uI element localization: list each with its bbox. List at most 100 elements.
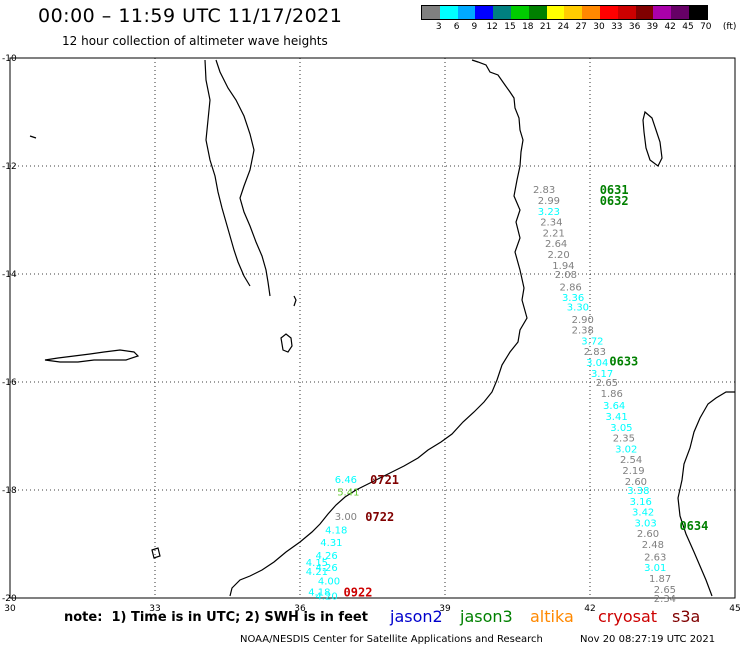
legend-label: 36: [628, 22, 641, 32]
wave-height-value: 2.99: [538, 196, 560, 207]
wave-height-value: 3.05: [610, 423, 632, 434]
wave-height-value: 4.15: [306, 558, 328, 569]
wave-height-value: 2.60: [625, 477, 647, 488]
wave-height-value: 2.60: [637, 529, 659, 540]
wave-height-value: 4.20: [315, 591, 337, 602]
longitude-tick-label: 30: [4, 604, 16, 614]
legend-swatch: [475, 6, 494, 19]
pass-time-label: 0922: [344, 586, 373, 600]
latitude-labels: -10 -12 -14 -16 -18 -20: [2, 54, 17, 604]
latitude-tick-label: -12: [2, 162, 17, 172]
wave-height-value: 3.03: [634, 518, 656, 529]
madagascar-coastline: [677, 391, 735, 597]
wave-height-value: 3.72: [581, 336, 603, 347]
wave-height-value: 2.34: [540, 218, 562, 229]
legend-label: 9: [471, 22, 478, 32]
wave-height-observations: 2.832.993.232.342.212.642.201.942.082.86…: [306, 185, 676, 605]
legend-label: (ft): [722, 22, 737, 32]
legend-swatch: [635, 6, 654, 19]
wave-height-value: 2.65: [596, 378, 618, 389]
legend-swatch: [564, 6, 583, 19]
pass-time-label: 0634: [679, 519, 708, 533]
legend-label: 3: [435, 22, 442, 32]
pass-time-label: 0721: [370, 473, 399, 487]
wave-height-value: 2.48: [642, 540, 664, 551]
pass-time-label: 0722: [365, 510, 394, 524]
island-east: [642, 110, 663, 167]
wave-height-value: 3.04: [586, 358, 608, 369]
longitude-labels: 30 33 36 39 42 45: [4, 604, 740, 614]
wave-height-value: 4.31: [320, 538, 342, 549]
island-west: [44, 349, 140, 363]
legend-label: 42: [664, 22, 676, 32]
wave-height-value: 2.83: [533, 185, 555, 196]
legend-label: 15: [504, 22, 516, 32]
latitude-tick-label: -20: [2, 594, 17, 604]
satellite-s3a-label: s3a: [672, 607, 701, 626]
wave-height-value: 1.94: [552, 261, 574, 272]
longitude-tick-label: 45: [729, 604, 740, 614]
latitude-tick-label: -14: [2, 270, 17, 280]
legend-label: 12: [486, 22, 498, 32]
wave-height-value: 1.87: [649, 574, 671, 585]
wave-height-value: 3.01: [644, 563, 666, 574]
legend-swatch: [617, 6, 636, 19]
legend-swatch: [653, 6, 672, 19]
legend-swatch: [582, 6, 600, 19]
satellite-cryosat-label: cryosat: [598, 607, 658, 626]
wave-height-value: 3.02: [615, 444, 637, 455]
generated-timestamp: Nov 20 08:27:19 UTC 2021: [580, 634, 716, 645]
wave-height-value: 2.86: [560, 282, 582, 293]
satellite-altika-label: altika: [530, 607, 574, 626]
map-title: 00:00 – 11:59 UTC 11/17/2021: [38, 5, 343, 27]
legend-label: 18: [522, 22, 534, 32]
coast-fragment: [151, 547, 161, 559]
longitude-tick-label: 42: [584, 604, 595, 614]
wave-height-value: 3.36: [562, 293, 584, 304]
wave-height-value: 3.17: [591, 369, 613, 380]
coast-fragment: [29, 135, 37, 139]
legend-label: 33: [611, 22, 623, 32]
credit-line: NOAA/NESDIS Center for Satellite Applica…: [240, 634, 543, 645]
legend-label: 6: [453, 22, 460, 32]
wave-height-value: 2.38: [572, 326, 594, 337]
legend-swatch: [510, 6, 529, 19]
wave-height-value: 4.26: [315, 551, 337, 562]
longitude-tick-label: 36: [294, 604, 306, 614]
map-frame: [9, 57, 736, 599]
wave-height-value: 3.16: [630, 497, 652, 508]
pass-time-label: 0631: [600, 183, 629, 197]
wave-height-value: 2.20: [547, 250, 569, 261]
wave-height-value: 4.00: [318, 577, 340, 588]
legend-label: 24: [557, 22, 570, 32]
wave-height-value: 4.18: [308, 588, 330, 599]
wave-height-value: 2.54: [620, 455, 642, 466]
legend-label: 27: [575, 22, 587, 32]
legend-label: 39: [646, 22, 659, 32]
legend-label: 21: [539, 22, 552, 32]
longitude-tick-label: 33: [149, 604, 160, 614]
wave-height-value: 2.64: [545, 239, 567, 250]
latitude-tick-label: -18: [2, 486, 17, 496]
wave-height-value: 3.23: [538, 207, 560, 218]
wave-height-value: 2.83: [584, 347, 606, 358]
wave-height-value: 2.90: [572, 315, 594, 326]
map-subtitle: 12 hour collection of altimeter wave hei…: [62, 34, 328, 48]
pass-time-label: 0632: [600, 194, 629, 208]
coast-fragment: [293, 295, 297, 307]
legend-swatch: [671, 6, 689, 19]
satellite-jason2-label: jason2: [390, 607, 443, 626]
wave-height-value: 1.86: [601, 389, 623, 400]
wave-height-value: 2.19: [622, 466, 644, 477]
wave-height-value: 3.00: [335, 512, 357, 523]
wave-height-value: 3.41: [605, 412, 627, 423]
wave-height-value: 3.38: [627, 486, 649, 497]
legend-swatch: [439, 6, 458, 19]
wave-height-value: 3.64: [603, 401, 625, 412]
latitude-tick-label: -16: [2, 378, 17, 388]
legend-swatch: [493, 6, 511, 19]
wave-height-value: 2.65: [654, 585, 676, 596]
legend-swatch: [546, 6, 565, 19]
satellite-jason3-label: jason3: [460, 607, 513, 626]
